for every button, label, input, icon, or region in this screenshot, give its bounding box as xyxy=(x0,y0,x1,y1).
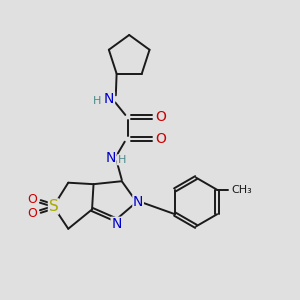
Text: N: N xyxy=(104,92,115,106)
Text: CH₃: CH₃ xyxy=(231,185,252,195)
Text: H: H xyxy=(118,155,126,165)
Text: O: O xyxy=(156,110,167,124)
Text: N: N xyxy=(111,217,122,231)
Text: O: O xyxy=(28,206,38,220)
Text: S: S xyxy=(49,199,58,214)
Text: H: H xyxy=(93,96,102,106)
Text: O: O xyxy=(156,132,167,146)
Text: N: N xyxy=(133,195,143,209)
Text: O: O xyxy=(28,194,38,206)
Text: N: N xyxy=(106,151,116,165)
